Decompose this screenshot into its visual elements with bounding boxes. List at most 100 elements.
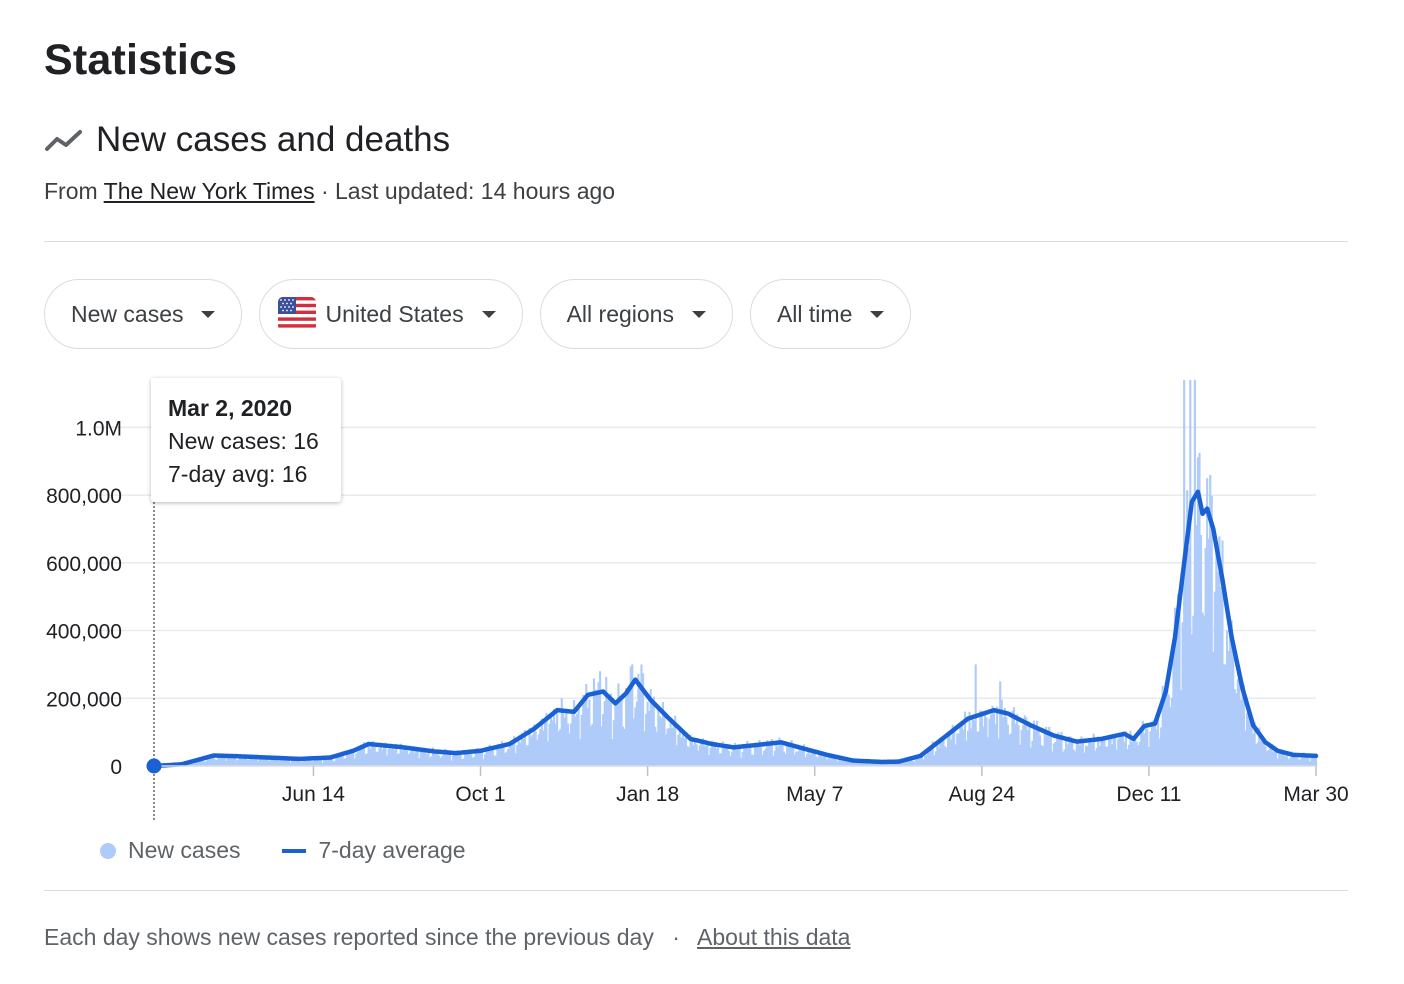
location-dropdown[interactable]: United States — [259, 279, 523, 349]
bar-new-cases — [905, 760, 908, 766]
bar-new-cases — [1314, 753, 1318, 766]
bar-new-cases — [390, 748, 393, 766]
bar-new-cases — [1265, 751, 1269, 766]
bar-new-cases — [988, 718, 991, 766]
chart-tooltip: Mar 2, 2020 New cases: 16 7-day avg: 16 — [151, 378, 341, 502]
bar-new-cases — [491, 745, 494, 766]
bar-new-cases — [721, 741, 724, 766]
bar-new-cases — [203, 762, 206, 766]
bar-new-cases — [1278, 753, 1281, 766]
bar-new-cases — [989, 714, 993, 766]
bar-new-cases — [994, 723, 997, 766]
bar-new-cases — [920, 754, 924, 766]
bar-new-cases — [1258, 727, 1261, 766]
cases-chart[interactable]: 0 200,000 400,000 600,000 800,000 1.0M Jun 14 O… — [0, 360, 1404, 830]
bar-new-cases — [1186, 490, 1189, 766]
bar-new-cases — [1106, 746, 1109, 766]
bar-new-cases — [1022, 725, 1025, 766]
bar-new-cases — [316, 758, 320, 766]
bar-new-cases — [893, 762, 896, 766]
bar-new-cases — [675, 745, 678, 766]
bar-new-cases — [637, 673, 640, 766]
bar-new-cases — [1104, 746, 1108, 766]
bar-new-cases — [269, 760, 272, 766]
bar-new-cases — [413, 752, 416, 766]
bar-new-cases — [735, 746, 738, 766]
bar-new-cases — [1299, 758, 1302, 766]
bar-new-cases — [520, 733, 523, 766]
bar-new-cases — [821, 756, 824, 766]
bar-new-cases — [850, 759, 853, 766]
time-range-dropdown[interactable]: All time — [749, 279, 912, 349]
last-updated: · Last updated: 14 hours ago — [320, 178, 616, 204]
source-link[interactable]: The New York Times — [103, 178, 315, 204]
bar-new-cases — [945, 747, 948, 766]
bar-new-cases — [277, 759, 280, 766]
bar-new-cases — [1198, 452, 1201, 766]
bar-new-cases — [986, 737, 990, 766]
bar-new-cases — [503, 753, 507, 766]
bar-new-cases — [505, 751, 508, 766]
bar-new-cases — [775, 743, 778, 766]
bar-new-cases — [858, 763, 861, 766]
bar-new-cases — [318, 757, 321, 766]
bar-new-cases — [828, 756, 832, 766]
bar-new-cases — [1261, 740, 1264, 766]
tooltip-date: Mar 2, 2020 — [168, 395, 293, 421]
bar-new-cases — [910, 758, 913, 766]
bar-new-cases — [514, 753, 517, 766]
bar-new-cases — [786, 744, 789, 766]
regions-dropdown-label: All regions — [566, 300, 674, 327]
bar-new-cases — [1094, 750, 1097, 766]
bar-new-cases — [425, 754, 428, 766]
bar-new-cases — [1127, 744, 1131, 766]
bar-new-cases — [1307, 755, 1310, 766]
bar-new-cases — [433, 751, 436, 766]
bar-new-cases — [1019, 744, 1022, 766]
bar-new-cases — [418, 757, 421, 766]
bar-new-cases — [835, 755, 838, 766]
bar-new-cases — [513, 736, 516, 766]
bar-new-cases — [1295, 754, 1298, 766]
bar-new-cases — [237, 759, 240, 766]
bar-new-cases — [526, 745, 530, 766]
bar-new-cases — [1270, 743, 1273, 766]
bar-new-cases — [743, 744, 746, 766]
bar-new-cases — [799, 748, 802, 766]
bar-new-cases — [1060, 731, 1063, 766]
bar-new-cases — [1037, 726, 1040, 766]
bar-new-cases — [1065, 737, 1068, 766]
bar-new-cases — [1238, 669, 1241, 766]
bar-new-cases — [315, 756, 318, 766]
bar-new-cases — [321, 762, 324, 766]
bar-new-cases — [870, 762, 873, 766]
regions-dropdown[interactable]: All regions — [539, 279, 733, 349]
bar-new-cases — [304, 758, 307, 766]
bar-new-cases — [758, 739, 761, 766]
bar-new-cases — [490, 749, 493, 766]
bar-new-cases — [1192, 615, 1195, 766]
bar-new-cases — [362, 742, 366, 766]
about-data-link[interactable]: About this data — [697, 924, 851, 950]
bar-new-cases — [353, 758, 356, 766]
bar-new-cases — [341, 755, 344, 766]
bar-new-cases — [528, 727, 531, 766]
bar-new-cases — [1158, 738, 1161, 766]
bar-new-cases — [792, 745, 795, 766]
bar-new-cases — [1008, 734, 1011, 766]
bar-new-cases — [851, 760, 855, 766]
bar-new-cases — [477, 751, 481, 766]
metric-dropdown[interactable]: New cases — [44, 279, 243, 349]
bar-new-cases — [220, 757, 223, 766]
bar-new-cases — [674, 715, 677, 766]
bar-new-cases — [937, 747, 940, 766]
bar-new-cases — [493, 755, 496, 766]
bar-new-cases — [542, 730, 545, 766]
bar-new-cases — [1157, 712, 1160, 766]
bar-new-cases — [287, 758, 290, 766]
bar-new-cases — [382, 744, 386, 766]
bar-new-cases — [878, 762, 881, 766]
bar-new-cases — [603, 701, 606, 766]
bar-new-cases — [234, 753, 237, 766]
bar-new-cases — [254, 756, 257, 766]
